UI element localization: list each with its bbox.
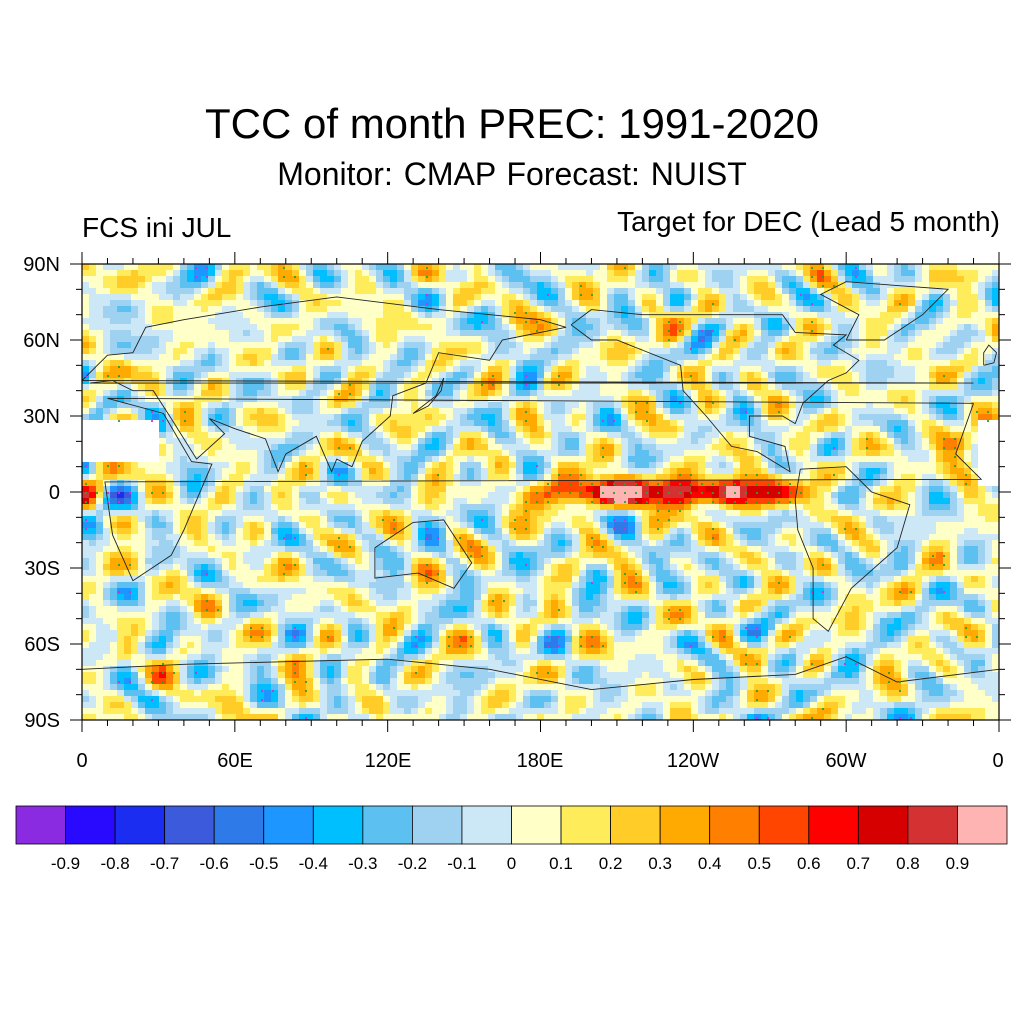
colorbar-swatch bbox=[362, 805, 413, 845]
colorbar-swatch bbox=[114, 805, 166, 845]
lat-tick-label: 90S bbox=[24, 710, 60, 732]
init-label: FCS ini JUL bbox=[82, 212, 232, 243]
colorbar-swatch bbox=[957, 805, 1008, 845]
correlation-field bbox=[82, 264, 999, 720]
colorbar-tick-label: 0 bbox=[506, 854, 517, 873]
colorbar-tick-label: 0.2 bbox=[598, 854, 623, 873]
colorbar-swatch bbox=[461, 805, 512, 845]
colorbar-tick-label: -0.6 bbox=[199, 854, 229, 873]
colorbar-swatch bbox=[907, 805, 958, 845]
colorbar-tick-label: 0.5 bbox=[747, 854, 772, 873]
colorbar-swatch bbox=[411, 805, 463, 845]
colorbar-tick-label: 0.7 bbox=[846, 854, 871, 873]
colorbar-swatch bbox=[659, 805, 711, 845]
colorbar-swatch bbox=[709, 805, 760, 845]
colorbar-tick-label: 0.9 bbox=[945, 854, 970, 873]
lat-tick-label: 60N bbox=[23, 330, 60, 352]
colorbar-tick-label: 0.3 bbox=[648, 854, 672, 873]
lon-tick-label: 120W bbox=[666, 750, 720, 772]
colorbar-tick-label: 0.6 bbox=[796, 854, 821, 873]
colorbar-swatch bbox=[65, 805, 116, 845]
colorbar-swatch bbox=[511, 805, 562, 845]
colorbar-swatch bbox=[758, 805, 810, 845]
chart-subtitle: Monitor: CMAP Forecast: NUIST bbox=[277, 156, 747, 192]
lon-tick-label: 0 bbox=[992, 750, 1004, 772]
lon-tick-label: 120E bbox=[364, 750, 412, 772]
target-label: Target for DEC (Lead 5 month) bbox=[617, 206, 1000, 237]
chart-title: TCC of month PREC: 1991-2020 bbox=[205, 100, 819, 147]
lon-tick-label: 60E bbox=[217, 750, 253, 772]
colorbar-swatch bbox=[857, 805, 909, 845]
colorbar-tick-label: -0.3 bbox=[348, 854, 378, 873]
colorbar-swatch bbox=[808, 805, 859, 845]
colorbar-swatch bbox=[164, 805, 215, 845]
lon-tick-label: 60W bbox=[825, 750, 867, 772]
lat-tick-label: 30N bbox=[23, 406, 60, 428]
colorbar-swatch bbox=[263, 805, 314, 845]
colorbar-tick-label: 0.1 bbox=[549, 854, 573, 873]
significance-dots bbox=[84, 266, 990, 720]
colorbar-tick-label: -0.4 bbox=[298, 854, 328, 873]
colorbar-tick-label: -0.5 bbox=[249, 854, 279, 873]
colorbar-swatch bbox=[560, 805, 611, 845]
coastlines bbox=[82, 281, 999, 691]
colorbar bbox=[15, 805, 1008, 845]
lat-tick-label: 90N bbox=[23, 254, 60, 276]
colorbar-tick-label: -0.9 bbox=[50, 854, 81, 873]
colorbar-tick-label: -0.1 bbox=[447, 854, 477, 873]
lat-tick-label: 30S bbox=[24, 558, 60, 580]
colorbar-swatch bbox=[610, 805, 661, 845]
colorbar-tick-label: -0.8 bbox=[100, 854, 130, 873]
lon-tick-label: 180E bbox=[516, 750, 564, 772]
colorbar-swatch bbox=[15, 805, 66, 845]
axis-tick-marks bbox=[70, 252, 1011, 732]
colorbar-tick-label: -0.7 bbox=[149, 854, 180, 873]
colorbar-swatch bbox=[213, 805, 265, 845]
colorbar-tick-label: -0.2 bbox=[397, 854, 428, 873]
colorbar-swatch bbox=[312, 805, 364, 845]
lat-tick-label: 60S bbox=[24, 634, 60, 656]
colorbar-tick-label: 0.4 bbox=[697, 854, 722, 873]
lat-tick-label: 0 bbox=[48, 482, 60, 504]
colorbar-tick-label: 0.8 bbox=[896, 854, 920, 873]
lon-tick-label: 0 bbox=[76, 750, 88, 772]
